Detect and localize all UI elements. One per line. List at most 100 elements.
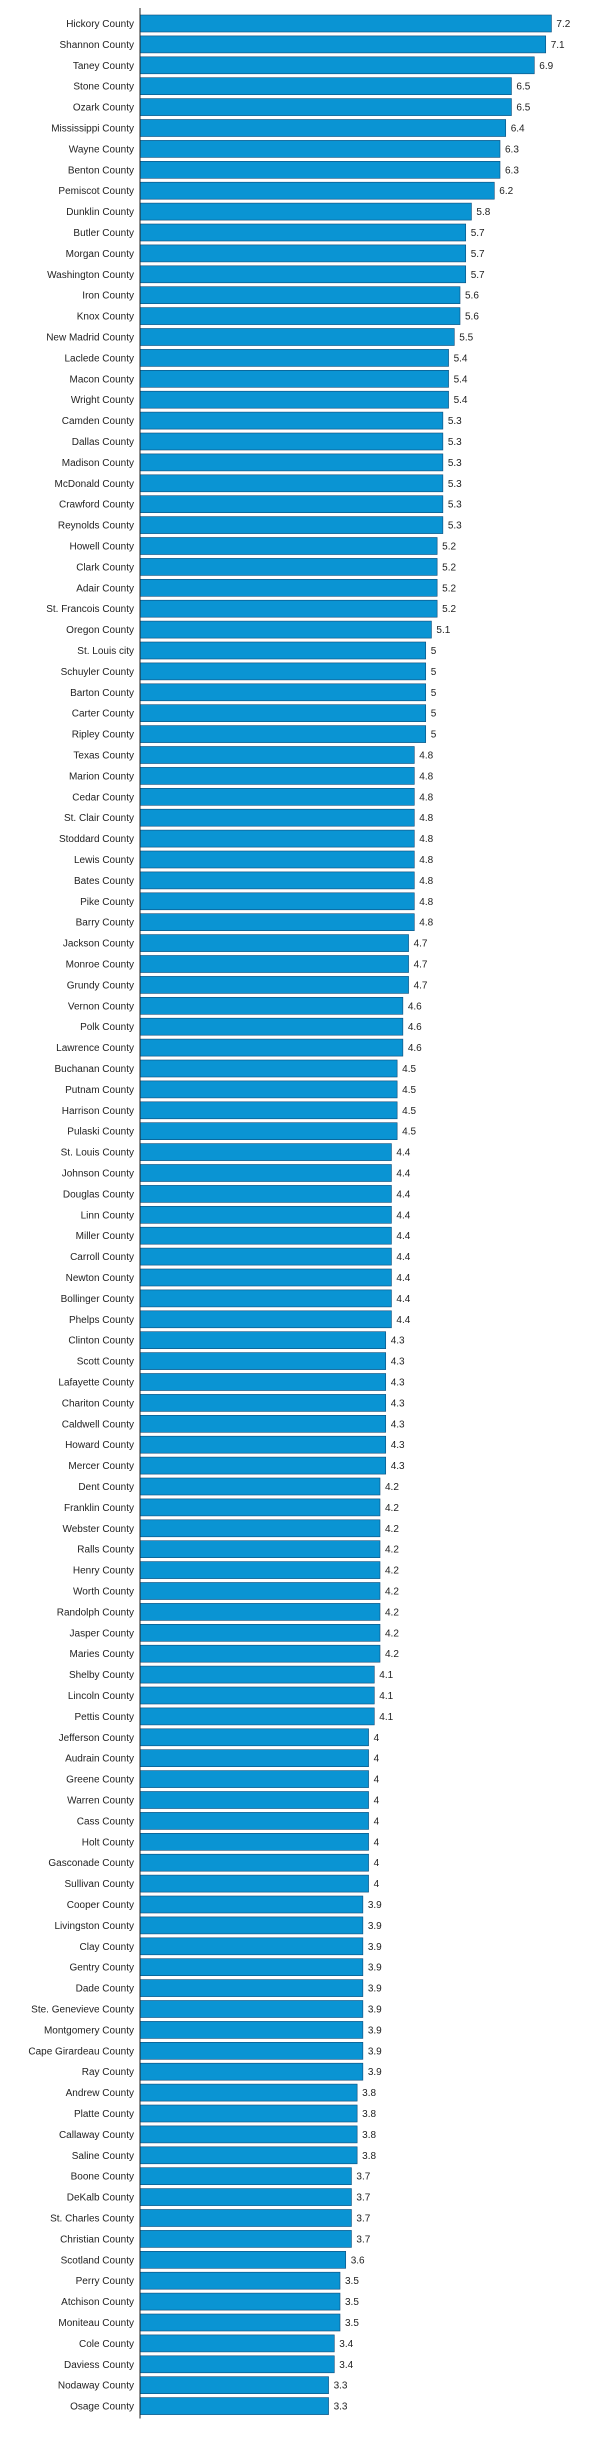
value-label: 5.7: [471, 228, 485, 239]
category-label: Jefferson County: [59, 1733, 134, 1744]
value-label: 3.9: [368, 2046, 382, 2057]
value-label: 4.8: [419, 897, 433, 908]
bar: [139, 1644, 381, 1663]
category-label: Henry County: [73, 1566, 134, 1577]
bar: [139, 1895, 364, 1914]
category-label: Howell County: [70, 542, 134, 553]
value-label: 3.5: [345, 2276, 359, 2287]
value-label: 5.8: [476, 207, 490, 218]
value-label: 3.6: [351, 2255, 365, 2266]
bar: [139, 1435, 387, 1454]
category-label: Montgomery County: [44, 2025, 134, 2036]
value-label: 6.2: [499, 186, 513, 197]
value-label: 7.2: [556, 19, 570, 30]
value-label: 4.1: [379, 1670, 393, 1681]
value-label: 4.8: [419, 792, 433, 803]
value-label: 4.5: [402, 1127, 416, 1138]
value-label: 4.6: [408, 1043, 422, 1054]
bar: [139, 787, 415, 806]
category-label: Bates County: [74, 876, 134, 887]
category-label: Worth County: [73, 1587, 134, 1598]
bar: [139, 2355, 335, 2374]
value-label: 4.3: [391, 1336, 405, 1347]
category-label: Gasconade County: [48, 1858, 134, 1869]
category-label: Moniteau County: [58, 2318, 134, 2329]
category-label: Wayne County: [69, 144, 134, 155]
value-label: 5.5: [459, 333, 473, 344]
value-label: 6.5: [516, 82, 530, 93]
value-label: 4.3: [391, 1398, 405, 1409]
value-label: 4.2: [385, 1649, 399, 1660]
bar: [139, 77, 512, 95]
bar: [139, 2230, 352, 2248]
bar: [139, 2397, 329, 2415]
bar: [139, 516, 444, 534]
category-label: Iron County: [82, 291, 134, 302]
value-label: 4.8: [419, 771, 433, 782]
category-label: Ozark County: [73, 103, 134, 114]
bar: [139, 2188, 352, 2206]
bar: [139, 1143, 392, 1161]
bar: [139, 1707, 375, 1726]
value-label: 3.4: [339, 2360, 353, 2371]
category-label: Mercer County: [68, 1461, 134, 1472]
category-label: Cape Girardeau County: [28, 2046, 134, 2057]
value-label: 5: [431, 730, 437, 741]
bar: [139, 1059, 398, 1078]
bar: [139, 1268, 392, 1287]
category-label: Linn County: [81, 1210, 134, 1221]
category-label: Sullivan County: [65, 1879, 134, 1890]
bar: [139, 1686, 375, 1705]
category-label: Taney County: [73, 61, 134, 72]
bar: [139, 537, 438, 555]
category-label: Nodaway County: [58, 2381, 134, 2392]
value-label: 6.3: [505, 144, 519, 155]
category-label: Dunklin County: [66, 207, 134, 218]
value-label: 4.4: [396, 1210, 410, 1221]
bar: [139, 2271, 341, 2290]
bar: [139, 1812, 369, 1830]
value-label: 3.5: [345, 2297, 359, 2308]
value-label: 5.3: [448, 458, 462, 469]
category-label: Vernon County: [68, 1001, 134, 1012]
value-label: 3.7: [356, 2172, 370, 2183]
value-label: 5.6: [465, 312, 479, 323]
value-label: 3.9: [368, 1963, 382, 1974]
bar: [139, 307, 461, 325]
category-label: Monroe County: [66, 960, 134, 971]
category-label: Pettis County: [75, 1712, 134, 1723]
bar: [139, 2125, 358, 2144]
value-label: 4.2: [385, 1607, 399, 1618]
value-label: 6.3: [505, 165, 519, 176]
category-label: Jackson County: [63, 939, 134, 950]
bar: [139, 1791, 369, 1809]
bar: [139, 453, 444, 472]
value-label: 4.7: [414, 939, 428, 950]
category-label: Laclede County: [65, 353, 135, 364]
bar: [139, 1582, 381, 1600]
category-label: Audrain County: [65, 1754, 134, 1765]
bars-group: [139, 14, 552, 2415]
value-label: 4.3: [391, 1357, 405, 1368]
value-label: 5.3: [448, 437, 462, 448]
bar: [139, 2167, 352, 2185]
bar: [139, 808, 415, 827]
category-label: Benton County: [68, 165, 134, 176]
category-label: Madison County: [62, 458, 134, 469]
bar: [139, 1164, 392, 1182]
bar: [139, 2292, 341, 2311]
value-label: 3.5: [345, 2318, 359, 2329]
category-label: Marion County: [69, 771, 134, 782]
bar: [139, 1226, 392, 1245]
category-label: Polk County: [80, 1022, 134, 1033]
bar: [139, 1310, 392, 1329]
bar: [139, 2334, 335, 2353]
category-label: Ralls County: [77, 1545, 134, 1556]
category-label: Randolph County: [57, 1607, 134, 1618]
value-label: 4.2: [385, 1503, 399, 1514]
value-label: 3.9: [368, 2067, 382, 2078]
category-label: Holt County: [82, 1837, 134, 1848]
value-label: 5: [431, 667, 437, 678]
value-label: 3.9: [368, 1921, 382, 1932]
value-label: 4.4: [396, 1189, 410, 1200]
